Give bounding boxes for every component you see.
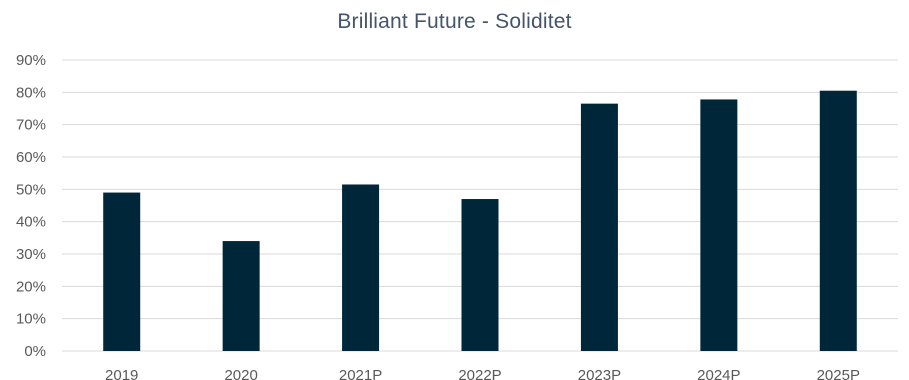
x-tick-label: 2019: [105, 367, 138, 380]
chart-title: Brilliant Future - Soliditet: [337, 10, 572, 33]
y-tick-label: 40%: [16, 214, 46, 231]
y-tick-label: 20%: [16, 278, 46, 295]
x-tick-label: 2025P: [817, 367, 860, 380]
bar-2020: [222, 241, 260, 351]
bar-2023P: [580, 103, 618, 352]
y-tick-label: 90%: [16, 52, 46, 69]
x-tick-label: 2022P: [458, 367, 501, 380]
x-axis-ticks: 2019 2020 2021P 2022P 2023P 2024P 2025P: [105, 367, 860, 380]
y-axis-ticks: 0% 10% 20% 30% 40% 50% 60% 70% 80% 90%: [16, 52, 46, 360]
y-tick-label: 0%: [24, 343, 46, 360]
bars: [103, 90, 857, 352]
x-tick-label: 2021P: [339, 367, 382, 380]
bar-2024P: [700, 99, 738, 352]
bar-2021P: [342, 184, 380, 351]
bar-2019: [103, 192, 141, 351]
x-tick-label: 2024P: [697, 367, 740, 380]
y-tick-label: 70%: [16, 117, 46, 134]
x-tick-label: 2020: [224, 367, 257, 380]
x-tick-label: 2023P: [578, 367, 621, 380]
bar-2022P: [461, 199, 499, 351]
bar-2025P: [819, 90, 857, 351]
y-tick-label: 50%: [16, 181, 46, 198]
y-tick-label: 80%: [16, 84, 46, 101]
y-tick-label: 30%: [16, 246, 46, 263]
y-tick-label: 60%: [16, 149, 46, 166]
y-tick-label: 10%: [16, 311, 46, 328]
